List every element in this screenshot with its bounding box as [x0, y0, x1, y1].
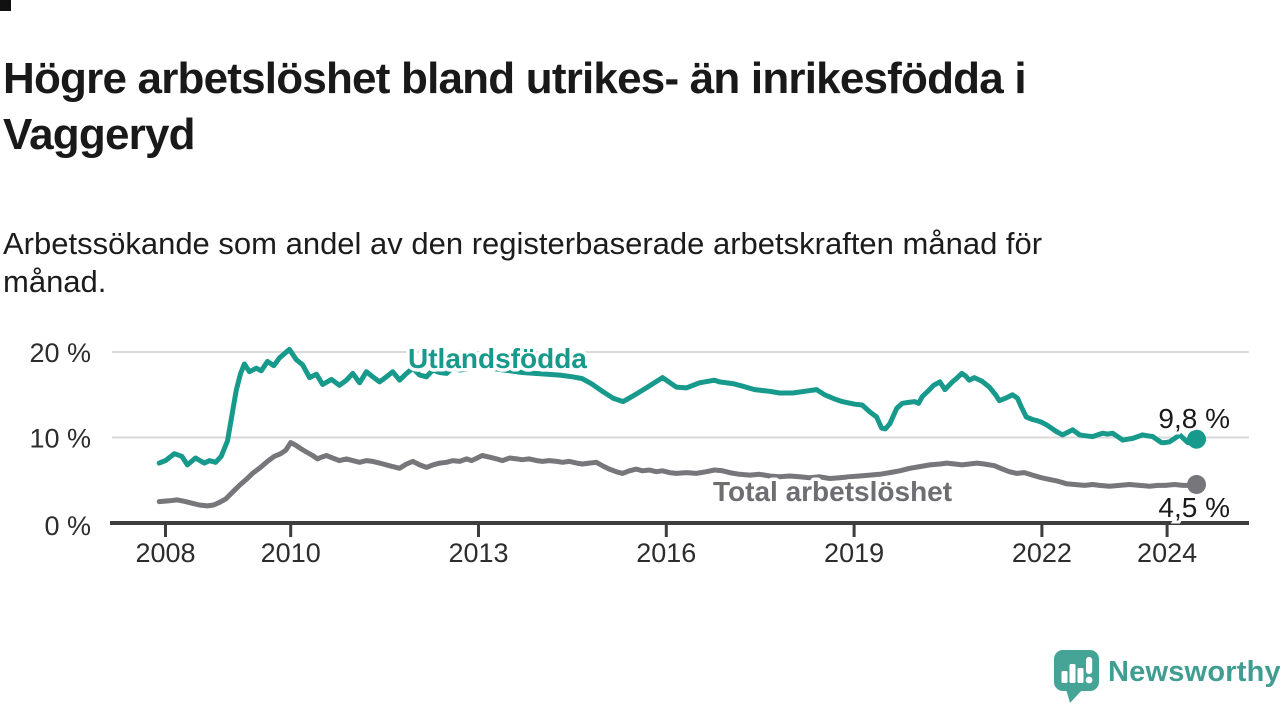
x-axis-label-2013: 2013 [448, 538, 508, 568]
page-title: Högre arbetslöshet bland utrikes- än inr… [3, 54, 1027, 160]
x-axis-label-2022: 2022 [1012, 538, 1072, 568]
newsworthy-speech-bubble-bar-chart-icon [1054, 650, 1099, 703]
x-axis-label-2024: 2024 [1137, 538, 1197, 568]
series-label-utlandsf-dda: Utlandsfödda [408, 343, 587, 374]
series-label-total-arbetsl-shet: Total arbetslöshet [713, 476, 952, 507]
y-axis-label-10: 10 % [29, 424, 91, 454]
newsworthy-logo-text: Newsworthy [1108, 656, 1280, 688]
series-end-dot-utlandsf-dda [1187, 429, 1207, 449]
x-axis-label-2010: 2010 [261, 538, 321, 568]
newsworthy-logo [1053, 648, 1101, 704]
y-axis-label-0: 0 % [44, 511, 91, 541]
x-axis-label-2008: 2008 [135, 538, 195, 568]
y-axis-label-20: 20 % [29, 338, 91, 368]
end-value-label-utlandsf-dda: 9,8 % [1158, 403, 1230, 434]
series-line-total-arbetsl-shet [156, 440, 1199, 509]
crop-artifact [0, 0, 11, 11]
page-subtitle: Arbetssökande som andel av den registerb… [3, 226, 1043, 299]
x-axis-label-2016: 2016 [636, 538, 696, 568]
series-line-utlandsf-dda [156, 346, 1199, 468]
x-axis-label-2019: 2019 [824, 538, 884, 568]
series-end-dot-total-arbetsl-shet [1187, 475, 1207, 495]
end-value-label-total-arbetsl-shet: 4,5 % [1158, 492, 1230, 523]
